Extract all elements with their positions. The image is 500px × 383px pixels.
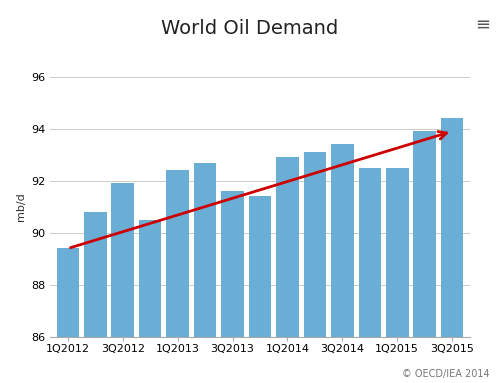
Text: ≡: ≡ [475, 15, 490, 33]
Bar [139, 220, 162, 383]
Bar [414, 131, 436, 383]
Bar [358, 168, 381, 383]
Bar [248, 196, 272, 383]
Bar [166, 170, 189, 383]
Bar [386, 168, 408, 383]
Bar [194, 162, 216, 383]
Bar [304, 152, 326, 383]
Bar [222, 191, 244, 383]
Bar [112, 183, 134, 383]
Text: World Oil Demand: World Oil Demand [162, 19, 338, 38]
Bar [84, 212, 106, 383]
Bar [276, 157, 298, 383]
Bar [331, 144, 353, 383]
Y-axis label: mb/d: mb/d [16, 192, 26, 221]
Bar [441, 118, 464, 383]
Bar [56, 249, 79, 383]
Text: © OECD/IEA 2014: © OECD/IEA 2014 [402, 369, 490, 379]
